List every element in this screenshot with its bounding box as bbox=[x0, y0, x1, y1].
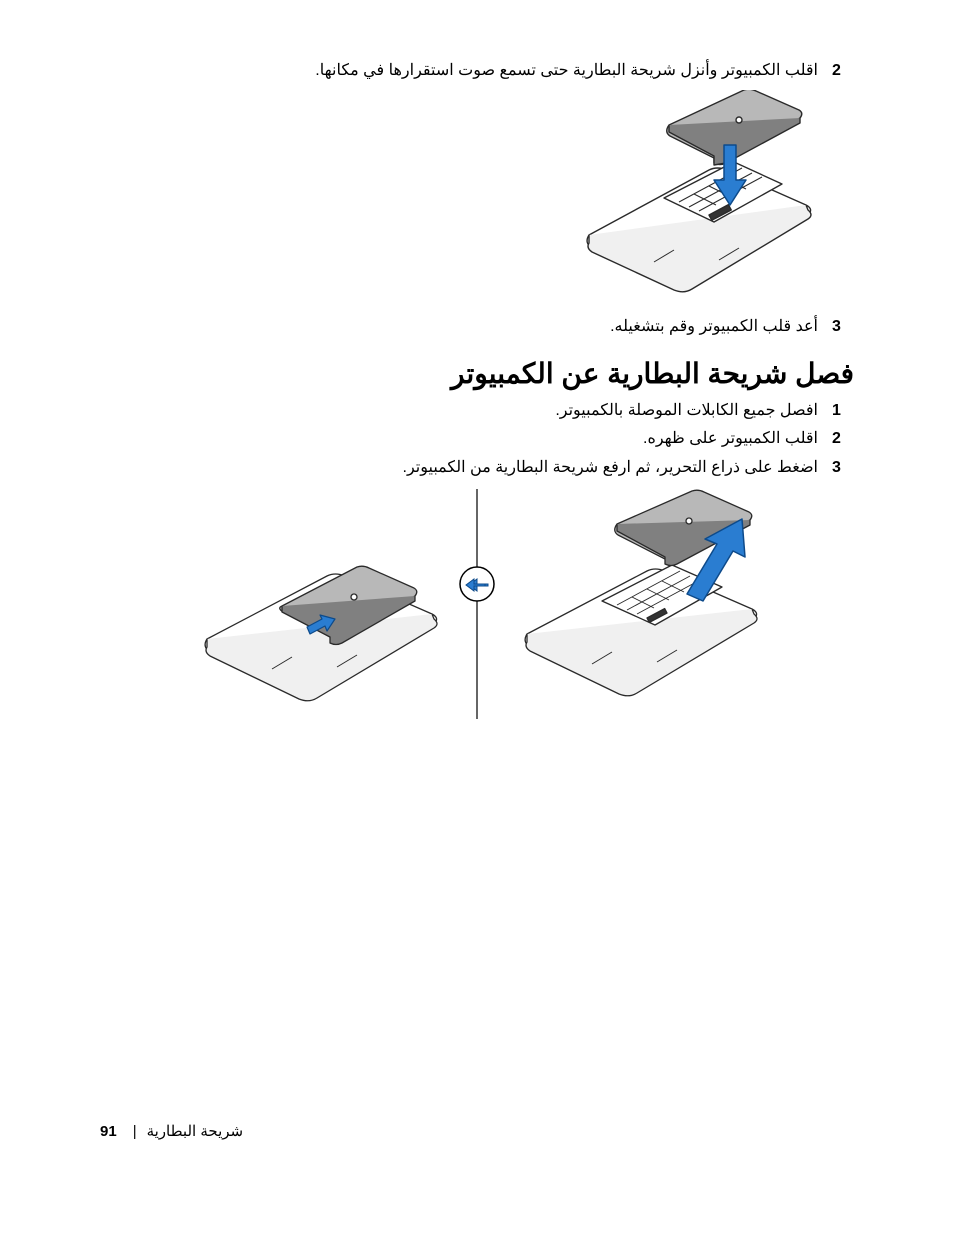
step-number: 2 bbox=[832, 62, 846, 80]
figure-battery-insert bbox=[100, 90, 854, 300]
sequence-arrow-icon bbox=[460, 567, 494, 601]
footer-separator: | bbox=[133, 1123, 137, 1140]
top-step-3: 3 أعد قلب الكمبيوتر وقم بتشغيله. bbox=[100, 316, 854, 338]
battery-insert-diagram bbox=[544, 90, 824, 300]
step-text: اقلب الكمبيوتر على ظهره. bbox=[643, 428, 818, 450]
bottom-step-3: 3 اضغط على ذراع التحرير، ثم ارفع شريحة ا… bbox=[100, 457, 854, 479]
page-number: 91 bbox=[100, 1123, 117, 1140]
step-text: أعد قلب الكمبيوتر وقم بتشغيله. bbox=[610, 316, 818, 338]
footer-title: شريحة البطارية bbox=[147, 1122, 244, 1140]
step-number: 2 bbox=[832, 430, 846, 448]
step-number: 3 bbox=[832, 459, 846, 477]
step-text: اقلب الكمبيوتر وأنزل شريحة البطارية حتى … bbox=[315, 60, 818, 82]
page-footer: 91 | شريحة البطارية bbox=[100, 1122, 243, 1140]
step-number: 1 bbox=[832, 402, 846, 420]
step-text: افصل جميع الكابلات الموصلة بالكمبيوتر. bbox=[555, 400, 818, 422]
step-number: 3 bbox=[832, 318, 846, 336]
step-text: اضغط على ذراع التحرير، ثم ارفع شريحة الب… bbox=[403, 457, 818, 479]
section-heading: فصل شريحة البطارية عن الكمبيوتر bbox=[100, 357, 854, 390]
document-page: 2 اقلب الكمبيوتر وأنزل شريحة البطارية حت… bbox=[0, 0, 954, 1235]
bottom-step-2: 2 اقلب الكمبيوتر على ظهره. bbox=[100, 428, 854, 450]
bottom-step-1: 1 افصل جميع الكابلات الموصلة بالكمبيوتر. bbox=[100, 400, 854, 422]
figure-battery-remove bbox=[100, 489, 854, 719]
battery-remove-diagram bbox=[167, 489, 787, 719]
top-step-2: 2 اقلب الكمبيوتر وأنزل شريحة البطارية حت… bbox=[100, 60, 854, 82]
